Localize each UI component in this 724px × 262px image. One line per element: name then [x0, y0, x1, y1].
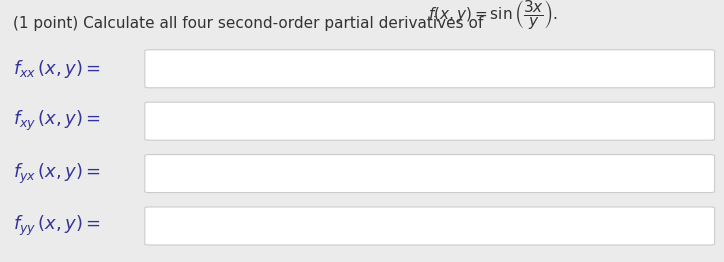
Text: (1 point) Calculate all four second-order partial derivatives of: (1 point) Calculate all four second-orde… — [13, 17, 488, 31]
FancyBboxPatch shape — [145, 50, 715, 88]
FancyBboxPatch shape — [145, 102, 715, 140]
Text: $f_{xx}\,(x, y) =$: $f_{xx}\,(x, y) =$ — [13, 58, 101, 80]
FancyBboxPatch shape — [145, 207, 715, 245]
Text: $f_{yy}\,(x, y) =$: $f_{yy}\,(x, y) =$ — [13, 214, 101, 238]
FancyBboxPatch shape — [145, 155, 715, 193]
Text: $f_{yx}\,(x, y) =$: $f_{yx}\,(x, y) =$ — [13, 161, 101, 186]
Text: $f(x, y) = \sin\left(\dfrac{3x}{y}\right).$: $f(x, y) = \sin\left(\dfrac{3x}{y}\right… — [428, 0, 558, 31]
Text: $f_{xy}\,(x, y) =$: $f_{xy}\,(x, y) =$ — [13, 109, 101, 133]
